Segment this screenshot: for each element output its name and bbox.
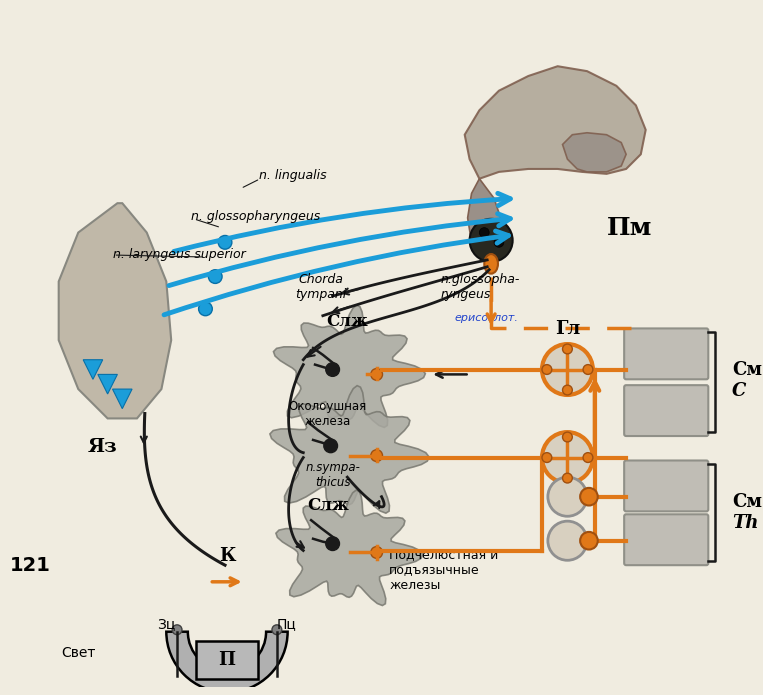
Text: n.glossopha-
ryngeus: n.glossopha- ryngeus — [440, 273, 520, 302]
Circle shape — [371, 368, 382, 380]
Text: Подчелюстная и
подъязычные
железы: Подчелюстная и подъязычные железы — [389, 548, 499, 591]
Text: Гл: Гл — [555, 320, 580, 338]
Text: См: См — [732, 493, 761, 511]
Wedge shape — [166, 632, 288, 692]
Text: n.sympa-
thicus: n.sympa- thicus — [305, 461, 360, 489]
FancyBboxPatch shape — [624, 514, 708, 565]
Circle shape — [218, 236, 232, 250]
Text: П: П — [218, 651, 236, 669]
Circle shape — [208, 270, 222, 284]
Text: К: К — [219, 547, 235, 565]
Circle shape — [469, 219, 513, 262]
Circle shape — [479, 228, 489, 238]
Text: n. glossopharyngeus: n. glossopharyngeus — [191, 211, 320, 223]
Circle shape — [542, 365, 552, 375]
Ellipse shape — [485, 254, 498, 274]
Polygon shape — [112, 389, 132, 409]
Circle shape — [371, 546, 382, 558]
Circle shape — [272, 625, 282, 635]
Circle shape — [562, 344, 572, 354]
Text: Зц: Зц — [157, 617, 175, 631]
Text: Пц: Пц — [277, 617, 297, 631]
Circle shape — [583, 452, 593, 462]
Circle shape — [548, 477, 587, 516]
Circle shape — [583, 365, 593, 375]
Circle shape — [198, 302, 212, 316]
Circle shape — [326, 537, 340, 550]
Circle shape — [324, 439, 337, 452]
Circle shape — [562, 385, 572, 395]
Text: n. lingualis: n. lingualis — [259, 170, 327, 182]
Polygon shape — [465, 66, 645, 179]
Circle shape — [371, 450, 382, 461]
Text: Слж: Слж — [327, 313, 369, 330]
Circle shape — [562, 473, 572, 483]
Text: Пм: Пм — [607, 215, 652, 240]
Text: ерисоглот.: ерисоглот. — [455, 313, 519, 322]
Circle shape — [562, 432, 572, 442]
FancyBboxPatch shape — [624, 329, 708, 379]
Polygon shape — [276, 490, 423, 605]
Circle shape — [542, 344, 593, 395]
Text: 121: 121 — [10, 556, 50, 575]
Circle shape — [542, 432, 593, 483]
FancyBboxPatch shape — [195, 641, 259, 678]
Polygon shape — [59, 203, 171, 418]
Text: n. laryngeus superior: n. laryngeus superior — [112, 247, 245, 261]
Circle shape — [542, 452, 552, 462]
Polygon shape — [468, 179, 509, 260]
Text: C: C — [732, 382, 746, 400]
Polygon shape — [270, 386, 429, 513]
Circle shape — [548, 521, 587, 560]
Circle shape — [172, 625, 182, 635]
Circle shape — [580, 488, 597, 505]
Polygon shape — [273, 305, 425, 427]
Text: Th: Th — [732, 514, 758, 532]
Text: Chorda
tympani: Chorda tympani — [295, 273, 346, 302]
Text: Слж: Слж — [307, 498, 349, 514]
Circle shape — [494, 238, 504, 247]
Circle shape — [580, 532, 597, 550]
Text: Свет: Свет — [61, 646, 95, 660]
Polygon shape — [98, 375, 118, 394]
Polygon shape — [83, 360, 103, 379]
Circle shape — [326, 363, 340, 377]
Text: Яз: Яз — [88, 438, 118, 456]
Text: См: См — [732, 361, 761, 379]
Polygon shape — [562, 133, 626, 172]
FancyBboxPatch shape — [624, 385, 708, 436]
Text: Околоушная
железа: Околоушная железа — [288, 400, 367, 427]
FancyBboxPatch shape — [624, 461, 708, 512]
